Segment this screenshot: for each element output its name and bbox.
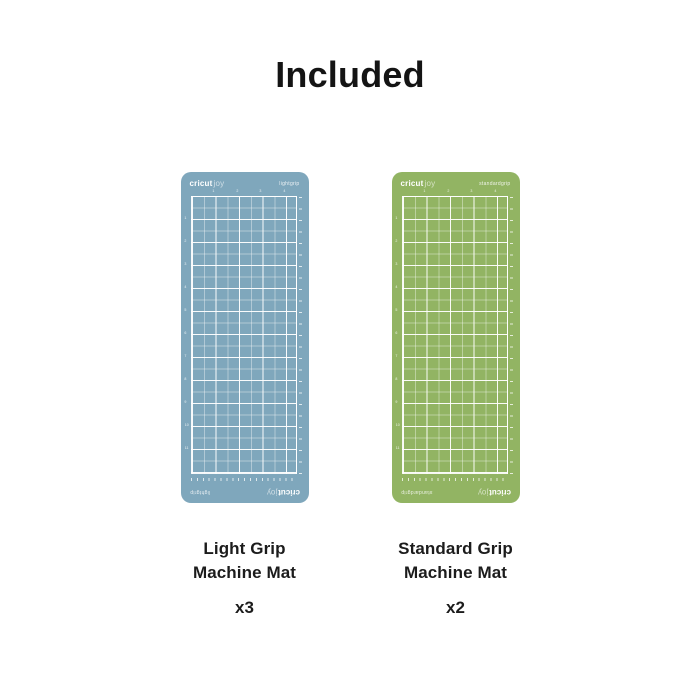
ruler-number-left: 2	[183, 238, 186, 244]
brand-joy: joy	[213, 179, 225, 188]
mats-row: cricutjoy lightgrip cricutjoy lightgrip …	[0, 172, 700, 618]
ruler-number-left: 5	[394, 307, 397, 313]
ruler-number-left: 8	[183, 376, 186, 382]
mat-footer-rotated: cricutjoy lightgrip	[189, 488, 300, 497]
ruler-number-left: 11	[395, 445, 399, 451]
cricut-joy-logo: cricutjoy	[190, 180, 225, 188]
cricut-joy-logo-flipped: cricutjoy	[266, 488, 300, 497]
bottom-ruler-ticks	[190, 478, 297, 481]
standard-grip-mat-image: cricutjoy standardgrip cricutjoy standar…	[391, 172, 520, 503]
right-ruler-ticks	[509, 196, 513, 474]
ruler-number-left: 2	[394, 238, 397, 244]
page-title: Included	[275, 54, 425, 95]
grip-type-label: lightgrip	[279, 181, 300, 187]
caption-line-2: Machine Mat	[403, 563, 508, 582]
mat-count: x2	[446, 598, 465, 617]
mat-caption: Light Grip Machine Mat	[193, 537, 296, 585]
ruler-number-top: 2	[446, 188, 449, 194]
grip-type-label-flipped: lightgrip	[189, 489, 210, 496]
ruler-number-left: 4	[183, 284, 186, 290]
ruler-number-left: 3	[183, 261, 186, 267]
ruler-number-left: 7	[183, 353, 186, 359]
cricut-joy-logo-flipped: cricutjoy	[477, 488, 511, 497]
caption-line-1: Standard Grip	[398, 539, 513, 558]
light-grip-mat-image: cricutjoy lightgrip cricutjoy lightgrip …	[180, 172, 309, 503]
grip-type-label-flipped: standardgrip	[400, 489, 432, 496]
ruler-number-left: 1	[394, 215, 397, 221]
mat-count: x3	[235, 598, 254, 617]
ruler-number-top: 1	[212, 188, 215, 194]
brand-joy: joy	[424, 179, 436, 188]
ruler-number-top: 3	[470, 188, 473, 194]
mat-footer-rotated: cricutjoy standardgrip	[400, 488, 511, 497]
grip-type-label: standardgrip	[479, 181, 511, 187]
light-grip-mat-figure: cricutjoy lightgrip cricutjoy lightgrip …	[180, 172, 309, 618]
ruler-number-left: 1	[183, 215, 186, 221]
ruler-number-left: 4	[394, 284, 397, 290]
ruler-number-left: 3	[394, 261, 397, 267]
ruler-number-top: 1	[423, 188, 426, 194]
ruler-number-left: 6	[183, 330, 186, 336]
caption-line-2: Machine Mat	[192, 563, 297, 582]
cutting-grid	[190, 196, 297, 474]
ruler-number-left: 10	[395, 422, 400, 428]
brand-cricut: cricut	[400, 179, 424, 188]
ruler-number-top: 3	[259, 188, 262, 194]
ruler-number-top: 2	[235, 188, 238, 194]
ruler-number-left: 7	[394, 353, 397, 359]
standard-grip-mat-figure: cricutjoy standardgrip cricutjoy standar…	[391, 172, 520, 618]
ruler-number-left: 11	[184, 445, 188, 451]
ruler-number-top: 4	[494, 188, 497, 194]
ruler-number-left: 5	[183, 307, 186, 313]
bottom-ruler-ticks	[401, 478, 508, 481]
caption-line-1: Light Grip	[203, 539, 286, 558]
right-ruler-ticks	[298, 196, 302, 474]
ruler-number-left: 9	[394, 399, 397, 405]
mat-caption: Standard Grip Machine Mat	[398, 537, 513, 585]
brand-cricut: cricut	[189, 179, 213, 188]
cricut-joy-logo: cricutjoy	[401, 180, 436, 188]
ruler-number-left: 9	[183, 399, 186, 405]
ruler-number-left: 8	[394, 376, 397, 382]
ruler-number-top: 4	[283, 188, 286, 194]
ruler-number-left: 10	[184, 422, 189, 428]
ruler-number-left: 6	[394, 330, 397, 336]
cutting-grid	[401, 196, 508, 474]
